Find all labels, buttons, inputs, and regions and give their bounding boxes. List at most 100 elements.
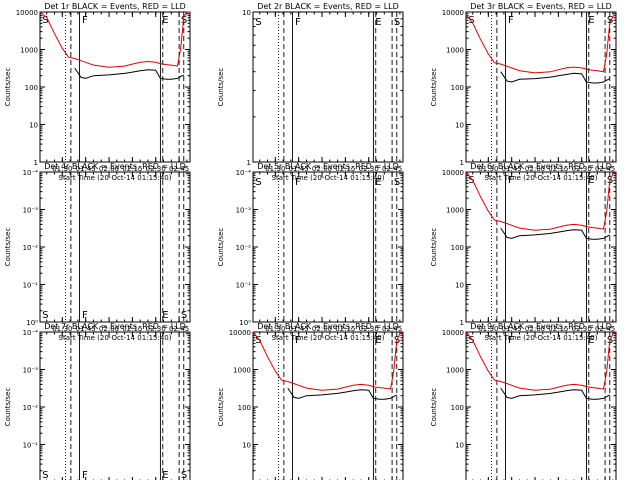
event-marker-letter: S [42,310,48,321]
event-marker-letter: E [162,15,168,26]
x-tick-label: 01:30 [478,165,498,173]
x-tick-label: 02:30 [359,165,379,173]
y-tick-label: 10000 [16,9,38,17]
y-tick-label: 1 [34,159,38,167]
x-tick-label: 02:30 [146,325,166,333]
y-tick-label: 10⁰ [26,319,38,327]
x-axis-label: Start Time (20-Oct-14 01:15:40) [485,174,598,182]
x-tick-label: 02:15 [122,325,142,333]
x-tick-label: 02:45 [382,165,402,173]
event-marker-letter: F [508,15,514,26]
panel-det-5: Det 5r BLACK = Events, RED = LLD 10⁰ 10⁻¹ 1… [217,162,404,342]
y-tick-label: 10⁻⁴ [23,169,39,177]
y-tick-label: 10 [455,442,464,450]
x-axis-label: Start Time (20-Oct-14 01:15:40) [59,334,172,342]
event-marker-letter: S [468,335,474,346]
x-tick-label: 02:15 [548,165,568,173]
event-marker-letter: S [181,310,187,321]
y-axis-label: Counts/sec [430,68,438,107]
panel-det-8: Det 8r BLACK = Events, RED = LLD11010010… [217,322,404,484]
panel-det-4: Det 4r BLACK = Events, RED = LLD 10⁰ 10⁻¹ 1… [4,162,191,342]
y-axis-label: Counts/sec [217,228,225,267]
plot-frame [465,11,617,163]
event-marker-letter: S [394,177,400,188]
panel-det-3: Det 3r BLACK = Events, RED = LLD 1 10 100 10… [430,2,617,182]
event-marker-letter: E [588,175,594,186]
panel-det-6: Det 6r BLACK = Events, RED = LLD11010010… [430,162,617,342]
y-tick-label: 10⁻³ [23,367,39,375]
event-marker-letter: F [295,177,301,188]
event-marker-letter: S [468,175,474,186]
event-marker-letter: S [607,15,613,26]
event-marker-letter: F [508,175,514,186]
events-series-line [287,387,398,400]
x-tick-label: 01:30 [265,165,285,173]
event-marker-letter: F [82,310,88,321]
x-tick-label: 02:30 [572,165,592,173]
panel-title: Det 5r BLACK = Events, RED = LLD [257,162,399,171]
lld-series-line [465,171,617,231]
event-marker-letter: S [181,15,187,26]
plot-frame [252,331,404,483]
y-axis-label: Counts/sec [217,68,225,107]
lld-series-line [465,331,617,391]
panel-title: Det 7r BLACK = Events, RED = LLD [44,322,186,331]
plot-frame [39,171,191,323]
panel-title: Det 8r BLACK = Events, RED = LLD [257,322,399,331]
event-marker-letter: S [468,15,474,26]
y-axis-label: Counts/sec [430,388,438,427]
panel-det-9: Det 9r BLACK = Events, RED = LLD 1 10 100 10… [430,322,617,484]
x-axis-label: Start Time (20-Oct-14 01:15:40) [485,334,598,342]
y-axis-label: Counts/sec [430,228,438,267]
event-marker-letter: E [588,15,594,26]
y-tick-label: 10⁻² [23,404,39,412]
x-tick-label: 02:15 [335,165,355,173]
plot-frame [39,331,191,483]
x-tick-label: 01:30 [478,325,498,333]
y-tick-label: 1000 [20,47,38,55]
y-tick-label: 10000 [442,169,464,177]
x-axis-label: Start Time (20-Oct-14 01:15:40) [272,174,385,182]
y-tick-label: 1 [247,159,251,167]
x-tick-label: 01:45 [76,165,96,173]
x-tick-label: 02:00 [525,165,545,173]
y-tick-label: 10⁻¹ [23,442,39,450]
event-marker-letter: F [508,335,514,346]
event-marker-letter: S [181,470,187,480]
y-axis-label: Counts/sec [217,388,225,427]
plot-frame [39,11,191,163]
y-tick-label: 10⁻² [23,244,39,252]
event-marker-letter: S [255,17,261,28]
events-series-line [500,227,611,240]
y-tick-label: 100 [238,404,251,412]
event-marker-letter: S [42,15,48,26]
panel-det-1: Det 1r BLACK = Events, RED = LLD 1 10 100 10… [4,2,191,182]
y-tick-label: 10000 [442,329,464,337]
x-tick-label: 02:45 [169,165,189,173]
x-tick-label: 02:00 [525,325,545,333]
event-marker-letter: S [42,470,48,480]
panel-title: Det 9r BLACK = Events, RED = LLD [470,322,612,331]
y-tick-label: 100 [451,244,464,252]
y-tick-label: 1000 [233,367,251,375]
y-tick-label: 10 [29,122,38,130]
x-tick-label: 02:15 [335,325,355,333]
y-tick-label: 100 [451,84,464,92]
y-tick-label: 10000 [229,329,251,337]
y-axis-label: Counts/sec [4,228,12,267]
y-axis-label: Counts/sec [4,68,12,107]
x-tick-label: 02:45 [382,325,402,333]
event-marker-letter: S [394,17,400,28]
plot-frame [252,11,404,163]
event-marker-letter: E [162,310,168,321]
y-tick-label: 10⁻¹ [236,282,252,290]
y-tick-label: 10 [455,122,464,130]
event-marker-letter: F [295,335,301,346]
x-tick-label: 02:45 [595,325,615,333]
x-tick-label: 01:45 [502,325,522,333]
lld-series-line [39,11,190,68]
plot-frame [465,331,617,483]
event-marker-letter: E [375,17,381,28]
